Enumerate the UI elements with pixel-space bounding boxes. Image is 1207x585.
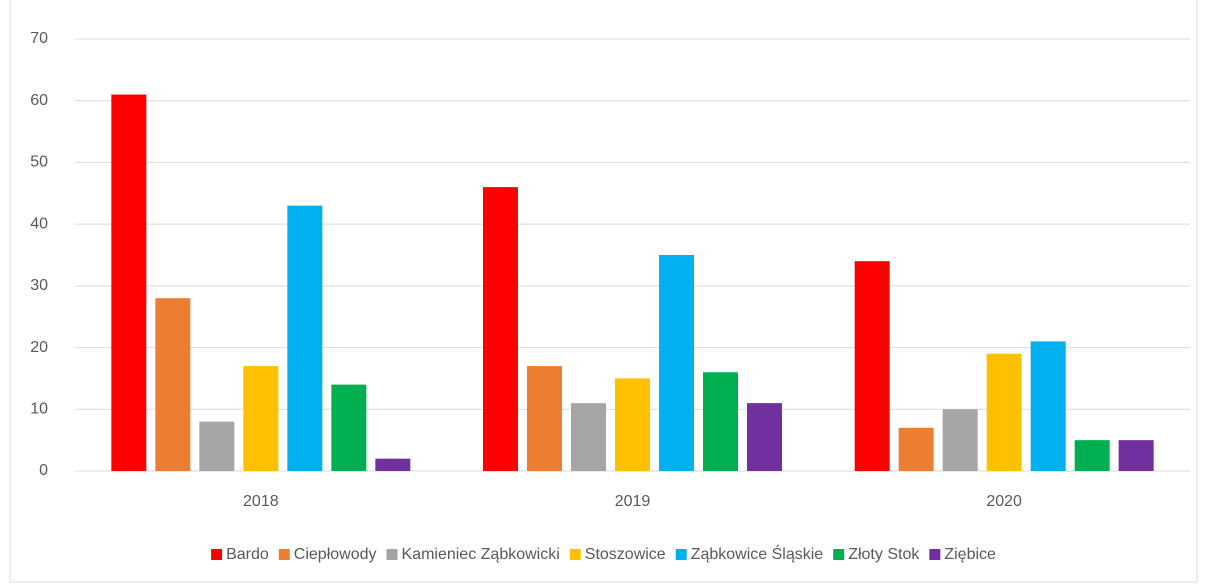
legend-label: Ciepłowody [294,546,377,563]
legend-swatch [569,549,581,560]
bar [155,298,191,471]
bar [615,378,650,471]
y-tick-label: 30 [30,277,48,294]
x-tick-label: 2019 [615,493,651,510]
y-tick-label: 70 [30,30,48,47]
bar [527,366,562,471]
bar [854,261,890,471]
legend-label: Złoty Stok [848,546,920,563]
legend-swatch [929,549,941,560]
y-tick-label: 20 [30,339,48,356]
chart-frame [9,0,1198,583]
legend-swatch [278,549,290,560]
legend-label: Stoszowice [585,546,666,563]
bar [703,372,738,471]
bar [375,458,411,471]
y-tick-label: 40 [30,215,48,232]
bar [942,409,978,471]
legend-swatch [675,549,687,560]
y-tick-label: 0 [39,462,48,479]
bar [483,187,518,471]
bar [331,384,367,471]
legend-label: Ziębice [944,546,996,563]
y-tick-label: 10 [30,401,48,418]
bar [1074,440,1110,471]
x-tick-label: 2018 [243,493,279,510]
legend-label: Ząbkowice Śląskie [691,544,824,563]
legend-swatch [386,549,398,560]
bar [898,427,934,471]
bar [986,353,1022,471]
bar [1118,440,1154,471]
legend-label: Kamieniec Ząbkowicki [402,546,560,563]
y-tick-label: 60 [30,92,48,109]
bar [1030,341,1066,471]
bar [111,94,147,472]
legend-label: Bardo [226,546,269,563]
y-tick-label: 50 [30,154,48,171]
legend-swatch [833,549,845,560]
bar [243,366,279,471]
bar [287,205,323,471]
x-tick-label: 2020 [986,493,1022,510]
bar [659,255,694,471]
bar [199,421,235,471]
bar [747,403,782,471]
bar [571,403,606,471]
legend-swatch [211,549,223,560]
